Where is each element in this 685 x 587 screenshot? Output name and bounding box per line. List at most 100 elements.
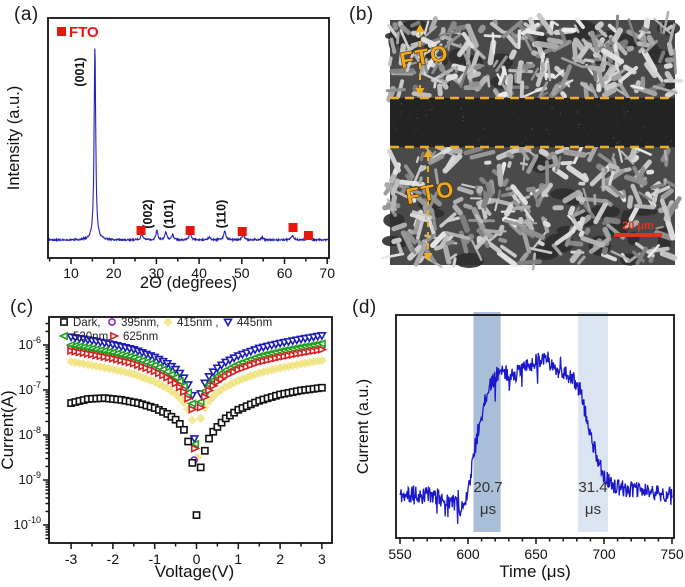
data-marker — [221, 382, 231, 392]
data-marker — [120, 367, 131, 377]
sem-flake — [533, 183, 548, 199]
data-marker — [190, 444, 201, 453]
fto-peak-marker — [303, 231, 313, 240]
data-marker — [184, 437, 193, 446]
sem-speckle — [400, 113, 402, 116]
data-marker — [88, 350, 98, 359]
sem-flake — [537, 240, 545, 247]
sem-flake — [601, 87, 617, 98]
sem-speckle — [444, 102, 446, 104]
sem-speckle — [516, 108, 518, 110]
sem-flake — [622, 64, 637, 75]
sem-flake — [474, 214, 484, 224]
data-marker — [316, 339, 326, 349]
sem-flake — [583, 58, 595, 63]
sem-speckle — [478, 140, 480, 143]
rise-fall-time-unit: μs — [480, 501, 496, 518]
sem-flake — [562, 149, 587, 158]
sem-flake — [545, 160, 550, 186]
sem-speckle — [431, 144, 433, 146]
sem-flake — [461, 183, 476, 189]
sem-flake — [571, 218, 583, 231]
sem-flake — [627, 18, 638, 44]
sem-speckle — [489, 105, 491, 108]
data-marker — [70, 357, 80, 368]
sem-flake — [581, 38, 602, 59]
sem-flake — [607, 162, 620, 171]
sem-speckle — [636, 112, 638, 114]
data-marker — [297, 348, 307, 358]
sem-flake — [666, 41, 674, 56]
sem-speckle — [474, 105, 477, 107]
data-marker — [142, 363, 152, 373]
sem-flake — [554, 229, 576, 246]
fto-legend-label: FTO — [69, 24, 99, 41]
data-marker — [163, 317, 173, 327]
response-time-band — [578, 312, 609, 532]
sem-flake — [440, 35, 459, 52]
y-axis-title: Intensity (a.u.) — [5, 86, 23, 191]
data-marker — [225, 380, 235, 390]
data-marker — [212, 364, 223, 374]
data-marker — [108, 318, 116, 326]
x-tick-label: -1 — [148, 551, 161, 567]
sem-flake — [432, 43, 443, 57]
sem-flake — [540, 61, 545, 73]
sem-speckle — [619, 119, 621, 121]
sem-flake — [532, 190, 541, 207]
sem-flake — [517, 29, 522, 50]
sem-speckle — [567, 105, 569, 108]
sem-speckle — [646, 142, 648, 144]
sem-speckle — [629, 118, 632, 120]
sem-speckle — [518, 118, 520, 121]
data-marker — [150, 366, 161, 376]
sem-flake — [520, 22, 541, 36]
sem-speckle — [623, 114, 625, 116]
data-marker — [175, 382, 186, 392]
sem-speckle — [577, 111, 579, 113]
data-marker — [205, 434, 213, 443]
sem-speckle — [577, 126, 580, 129]
sem-flake — [659, 198, 671, 222]
sem-speckle — [631, 136, 633, 138]
data-marker — [134, 360, 144, 370]
sem-flake — [542, 220, 551, 228]
data-marker — [161, 367, 172, 376]
sem-speckle — [551, 107, 553, 109]
sem-speckle — [447, 111, 450, 113]
sem-speckle — [425, 114, 427, 117]
sem-flake — [666, 196, 682, 219]
sem-void — [383, 213, 405, 228]
sem-flake — [389, 37, 397, 54]
sem-speckle — [415, 128, 417, 130]
sem-speckle — [425, 109, 427, 111]
sem-flake — [577, 255, 586, 265]
series-Dark — [67, 383, 326, 519]
sem-flake — [399, 29, 411, 51]
sem-speckle — [469, 138, 471, 140]
data-marker — [66, 356, 76, 367]
sem-flake — [504, 203, 514, 217]
sem-flake — [421, 188, 442, 207]
sem-flake — [441, 81, 449, 90]
sem-flake — [664, 70, 674, 83]
sem-flake — [578, 230, 585, 238]
sem-flake — [525, 186, 536, 193]
sem-speckle — [624, 114, 626, 116]
data-marker — [83, 349, 94, 359]
sem-speckle — [654, 130, 656, 132]
panel-label-b: (b) — [349, 4, 374, 25]
sem-flake — [527, 16, 537, 32]
sem-flake — [665, 219, 676, 241]
rise-fall-time-unit: μs — [585, 501, 601, 518]
sem-flake — [390, 194, 398, 212]
data-marker — [60, 318, 68, 326]
sem-flake — [452, 257, 457, 268]
x-axis-title: Time (μs) — [499, 562, 571, 581]
sem-flake — [455, 65, 458, 73]
sem-flake — [571, 56, 586, 65]
sem-flake — [597, 152, 614, 165]
sem-flake — [582, 187, 591, 212]
sem-flake — [626, 29, 647, 43]
sem-flake — [410, 20, 421, 28]
